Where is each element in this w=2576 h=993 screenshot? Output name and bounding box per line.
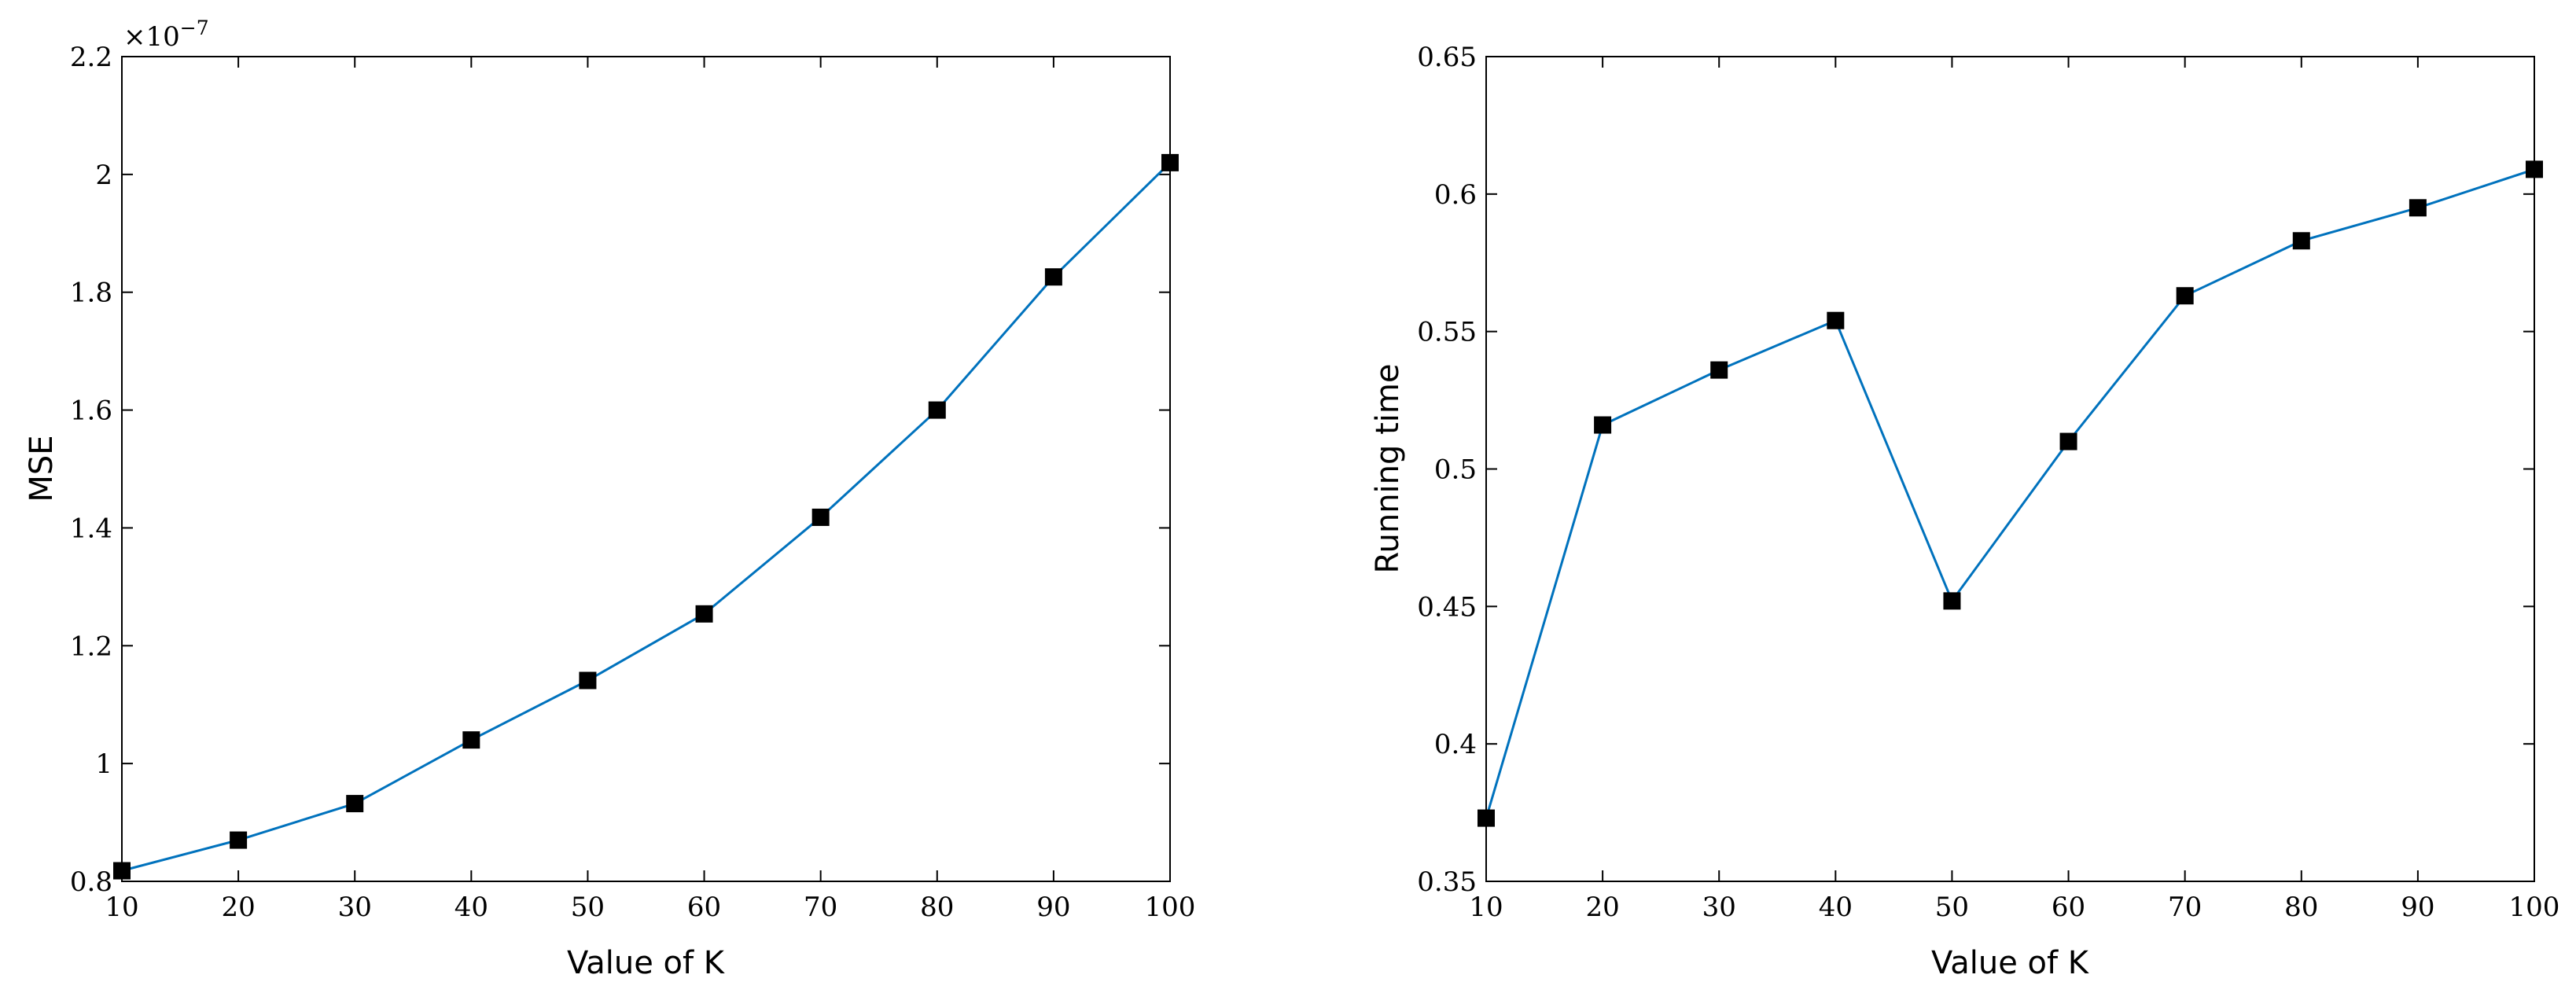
running-time-x-tick-label: 80 xyxy=(2284,892,2318,923)
mse-x-tick-label: 20 xyxy=(221,892,255,923)
mse-data-point xyxy=(928,401,946,419)
mse-x-tick-label: 50 xyxy=(571,892,605,923)
mse-y-tick-label: 2.2 xyxy=(70,42,112,73)
running-time-x-tick-label: 70 xyxy=(2168,892,2202,923)
running-time-x-tick-label: 50 xyxy=(1935,892,1969,923)
running-time-data-point xyxy=(2176,287,2194,305)
mse-y-multiplier-exponent: −7 xyxy=(180,17,209,39)
mse-data-point xyxy=(1044,268,1062,286)
mse-x-tick-label: 30 xyxy=(338,892,372,923)
running-time-data-point xyxy=(2292,232,2310,250)
mse-plot-frame xyxy=(121,56,1171,882)
running-time-data-point xyxy=(1710,361,1728,379)
running-time-plot-frame xyxy=(1485,56,2535,882)
mse-y-tick-label: 0.8 xyxy=(70,866,112,898)
running-time-x-tick-label: 60 xyxy=(2052,892,2085,923)
mse-x-tick-label: 10 xyxy=(105,892,138,923)
running-time-x-tick-label: 40 xyxy=(1819,892,1853,923)
mse-data-point xyxy=(1161,153,1179,171)
mse-data-point xyxy=(113,862,131,880)
running-time-x-tick-label: 30 xyxy=(1702,892,1736,923)
running-time-x-tick-label: 90 xyxy=(2401,892,2434,923)
mse-data-point xyxy=(579,671,597,690)
running-time-data-point xyxy=(1478,809,1495,827)
mse-y-tick-label: 1 xyxy=(95,748,112,780)
mse-series-line xyxy=(121,161,1172,872)
mse-data-point xyxy=(230,831,248,849)
mse-x-tick-label: 40 xyxy=(454,892,488,923)
running-time-x-tick-label: 10 xyxy=(1469,892,1503,923)
mse-y-tick-label: 1.4 xyxy=(70,513,112,544)
mse-x-axis-label: Value of K xyxy=(567,945,726,981)
mse-x-tick-label: 80 xyxy=(920,892,954,923)
mse-y-multiplier-base: ×10 xyxy=(123,21,180,53)
running-time-y-tick-label: 0.65 xyxy=(1417,42,1477,73)
mse-data-point xyxy=(462,731,480,749)
mse-x-tick-label: 70 xyxy=(804,892,837,923)
running-time-data-point xyxy=(2526,160,2543,178)
mse-data-point xyxy=(346,795,364,813)
running-time-x-axis-label: Value of K xyxy=(1931,945,2090,981)
running-time-y-axis-label: Running time xyxy=(1370,364,1406,574)
running-time-data-point xyxy=(2059,432,2077,451)
running-time-y-tick-label: 0.55 xyxy=(1417,317,1477,348)
running-time-series-line xyxy=(1485,167,2535,819)
running-time-y-tick-label: 0.35 xyxy=(1417,866,1477,898)
mse-y-tick-label: 2 xyxy=(95,160,112,191)
running-time-y-tick-label: 0.45 xyxy=(1417,591,1477,623)
mse-chart: ×10−7 Value of K MSE 10 20 30 40 50 60 70 80 90 1… xyxy=(24,17,1195,981)
mse-x-tick-label: 60 xyxy=(687,892,721,923)
running-time-data-point xyxy=(2409,199,2427,217)
running-time-data-point xyxy=(1827,311,1845,329)
running-time-y-tick-label: 0.5 xyxy=(1434,454,1477,486)
running-time-data-point xyxy=(1594,416,1612,434)
mse-data-point xyxy=(695,605,713,623)
running-time-x-tick-label: 100 xyxy=(2509,892,2560,923)
mse-y-tick-label: 1.8 xyxy=(70,278,112,309)
mse-x-tick-label: 90 xyxy=(1036,892,1070,923)
running-time-y-tick-label: 0.6 xyxy=(1434,179,1477,211)
running-time-y-tick-label: 0.4 xyxy=(1434,729,1477,760)
running-time-x-tick-label: 20 xyxy=(1585,892,1619,923)
mse-y-axis-label: MSE xyxy=(24,435,60,502)
mse-y-tick-label: 1.2 xyxy=(70,631,112,662)
mse-y-multiplier: ×10−7 xyxy=(123,17,209,53)
running-time-chart: Value of K Running time 10 20 30 40 50 60 70 80… xyxy=(1370,42,2559,981)
mse-data-point xyxy=(811,508,830,526)
mse-x-tick-label: 100 xyxy=(1145,892,1196,923)
running-time-data-point xyxy=(1943,592,1961,610)
mse-y-tick-label: 1.6 xyxy=(70,395,112,427)
